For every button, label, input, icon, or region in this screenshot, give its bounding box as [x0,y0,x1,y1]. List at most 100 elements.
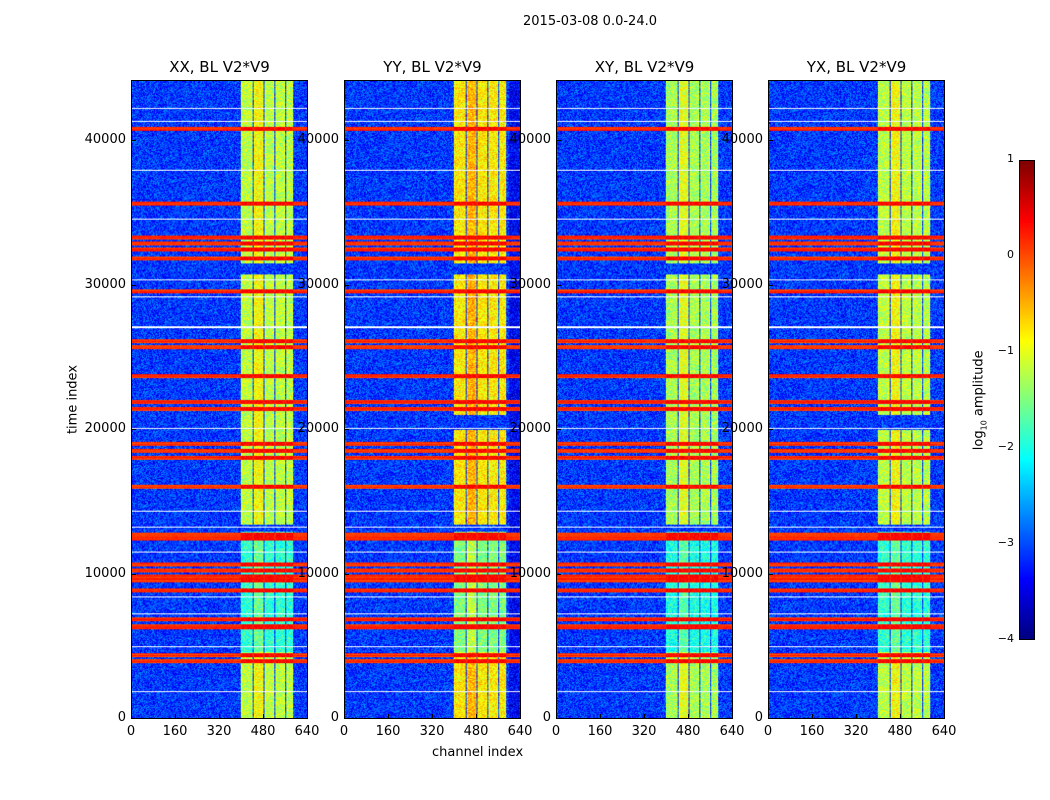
y-tick-mark [556,140,561,142]
x-tick-label: 480 [675,724,701,739]
x-tick-mark [263,714,264,719]
y-tick-mark [131,718,136,719]
y-tick-mark [556,429,561,431]
x-tick-label: 640 [931,724,957,739]
x-tick-mark [556,714,557,719]
x-tick-label: 320 [419,724,445,739]
x-tick-mark [644,714,645,719]
x-tick-label: 0 [126,724,136,739]
y-tick-mark [131,429,136,431]
y-tick-mark [556,573,561,575]
y-tick-label: 20000 [297,421,339,437]
x-tick-mark [732,714,733,719]
y-tick-mark [768,284,773,286]
y-tick-mark [768,140,773,142]
x-tick-mark [307,714,308,719]
y-axis-label: time index [65,364,81,435]
x-tick-mark [812,714,813,719]
y-tick-label: 0 [542,710,551,725]
panel-yy: YY, BL V2*V9 0 160 320 480 640 0 10000 20000 3000… [298,58,533,739]
x-tick-mark [131,714,132,719]
x-tick-label: 0 [339,724,349,739]
panel-title: XX, BL V2*V9 [169,58,270,76]
x-tick-mark [856,714,857,719]
colorbar-tick-label: −1 [997,344,1014,357]
y-tick-label: 10000 [509,565,551,581]
colorbar-label: log10 amplitude [972,320,989,480]
y-tick-mark [344,718,349,719]
y-tick-label: 40000 [721,132,763,148]
x-tick-label: 160 [375,724,401,739]
y-tick-label: 10000 [721,565,763,581]
figure-title: 2015-03-08 0.0-24.0 [523,14,657,29]
y-tick-mark [556,718,561,719]
colorbar-tick-label: −4 [997,632,1014,645]
colorbar-label-suffix: amplitude [971,350,987,421]
y-tick-label: 20000 [721,421,763,437]
y-tick-label: 40000 [84,132,126,148]
x-tick-mark [600,714,601,719]
x-tick-label: 320 [631,724,657,739]
y-tick-mark [768,573,773,575]
y-tick-mark [344,429,349,431]
x-tick-mark [520,714,521,719]
y-tick-mark [344,573,349,575]
x-tick-label: 480 [250,724,276,739]
y-tick-label: 20000 [84,421,126,437]
y-tick-label: 0 [330,710,339,725]
y-tick-mark [344,284,349,286]
x-tick-mark [768,714,769,719]
heatmap-xy [556,80,733,719]
y-tick-label: 20000 [509,421,551,437]
y-tick-label: 30000 [84,276,126,292]
x-tick-mark [175,714,176,719]
y-tick-label: 30000 [721,276,763,292]
x-tick-mark [344,714,345,719]
x-tick-label: 640 [294,724,320,739]
x-tick-label: 320 [206,724,232,739]
panel-title: YY, BL V2*V9 [383,58,482,76]
x-tick-mark [688,714,689,719]
heatmap-xx [131,80,308,719]
y-tick-label: 40000 [509,132,551,148]
panel-yx: YX, BL V2*V9 0 160 320 480 640 0 10000 20000 3000… [722,58,957,739]
colorbar-label-prefix: log [971,430,987,451]
y-tick-label: 0 [754,710,763,725]
heatmap-yx [768,80,945,719]
y-tick-mark [131,284,136,286]
y-tick-mark [768,429,773,431]
x-tick-mark [388,714,389,719]
y-tick-mark [131,140,136,142]
colorbar-tick-label: 0 [1007,248,1014,261]
x-tick-mark [476,714,477,719]
x-tick-label: 640 [719,724,745,739]
colorbar [1019,160,1035,640]
y-tick-label: 40000 [297,132,339,148]
colorbar-label-sub: 10 [979,420,989,431]
y-tick-mark [131,573,136,575]
x-tick-label: 480 [463,724,489,739]
y-tick-mark [556,284,561,286]
y-tick-label: 10000 [297,565,339,581]
x-tick-label: 640 [507,724,533,739]
colorbar-tick-label: 1 [1007,152,1014,165]
x-tick-mark [219,714,220,719]
panel-xy: XY, BL V2*V9 0 160 320 480 640 0 10000 20000 3000… [510,58,745,739]
y-tick-label: 30000 [297,276,339,292]
x-tick-mark [432,714,433,719]
x-tick-label: 0 [551,724,561,739]
x-tick-label: 480 [887,724,913,739]
x-tick-label: 160 [162,724,188,739]
y-tick-label: 0 [117,710,126,725]
y-tick-label: 30000 [509,276,551,292]
panel-title: XY, BL V2*V9 [594,58,695,76]
y-tick-label: 10000 [84,565,126,581]
colorbar-tick-label: −2 [997,440,1014,453]
x-tick-label: 320 [843,724,869,739]
x-tick-mark [944,714,945,719]
y-tick-mark [344,140,349,142]
x-axis-label: channel index [432,745,524,760]
colorbar-tick-label: −3 [997,536,1014,549]
panel-title: YX, BL V2*V9 [806,58,907,76]
x-tick-label: 0 [763,724,773,739]
